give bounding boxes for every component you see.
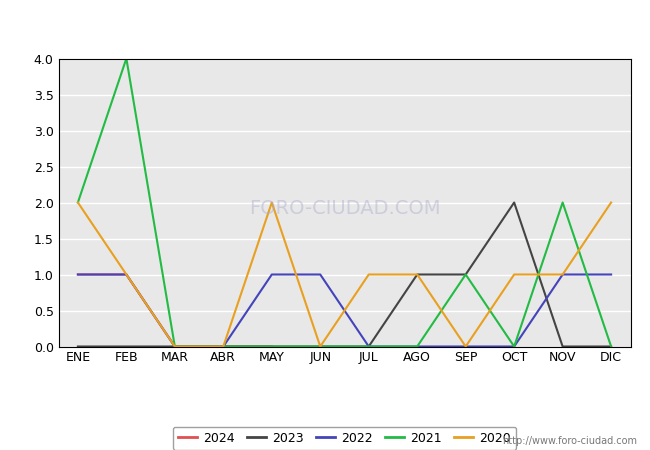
2021	[268, 344, 276, 349]
2022	[74, 272, 82, 277]
2021	[220, 344, 228, 349]
2023	[122, 344, 130, 349]
2020	[171, 344, 179, 349]
2020	[365, 272, 372, 277]
2022	[559, 272, 567, 277]
2022	[122, 272, 130, 277]
2021	[74, 200, 82, 205]
2023	[607, 344, 615, 349]
2021	[607, 344, 615, 349]
2023	[268, 344, 276, 349]
Line: 2020: 2020	[78, 202, 611, 346]
2021	[365, 344, 372, 349]
2020	[317, 344, 324, 349]
2023	[510, 200, 518, 205]
2024	[220, 344, 228, 349]
2023	[220, 344, 228, 349]
2023	[413, 272, 421, 277]
2022	[365, 344, 372, 349]
2024	[74, 272, 82, 277]
2022	[268, 272, 276, 277]
2023	[365, 344, 372, 349]
2020	[607, 200, 615, 205]
2022	[462, 344, 469, 349]
2021	[559, 200, 567, 205]
2020	[268, 200, 276, 205]
2021	[510, 344, 518, 349]
2023	[559, 344, 567, 349]
2023	[171, 344, 179, 349]
2022	[510, 344, 518, 349]
2022	[171, 344, 179, 349]
Legend: 2024, 2023, 2022, 2021, 2020: 2024, 2023, 2022, 2021, 2020	[173, 427, 516, 450]
2023	[317, 344, 324, 349]
2022	[317, 272, 324, 277]
2020	[220, 344, 228, 349]
Line: 2023: 2023	[78, 202, 611, 346]
2020	[462, 344, 469, 349]
Line: 2024: 2024	[78, 274, 272, 346]
2022	[220, 344, 228, 349]
Text: Matriculaciones de Vehiculos en Joarilla de las Matas: Matriculaciones de Vehiculos en Joarilla…	[87, 16, 563, 34]
2024	[122, 272, 130, 277]
2021	[317, 344, 324, 349]
2020	[74, 200, 82, 205]
2023	[74, 344, 82, 349]
Text: FORO-CIUDAD.COM: FORO-CIUDAD.COM	[249, 199, 440, 218]
2024	[268, 344, 276, 349]
2021	[462, 272, 469, 277]
2020	[559, 272, 567, 277]
Line: 2021: 2021	[78, 58, 611, 346]
2023	[462, 272, 469, 277]
2021	[122, 56, 130, 61]
2020	[413, 272, 421, 277]
2020	[122, 272, 130, 277]
2021	[413, 344, 421, 349]
2022	[607, 272, 615, 277]
2020	[510, 272, 518, 277]
2022	[413, 344, 421, 349]
Line: 2022: 2022	[78, 274, 611, 346]
2024	[171, 344, 179, 349]
Text: http://www.foro-ciudad.com: http://www.foro-ciudad.com	[502, 436, 637, 446]
2021	[171, 344, 179, 349]
